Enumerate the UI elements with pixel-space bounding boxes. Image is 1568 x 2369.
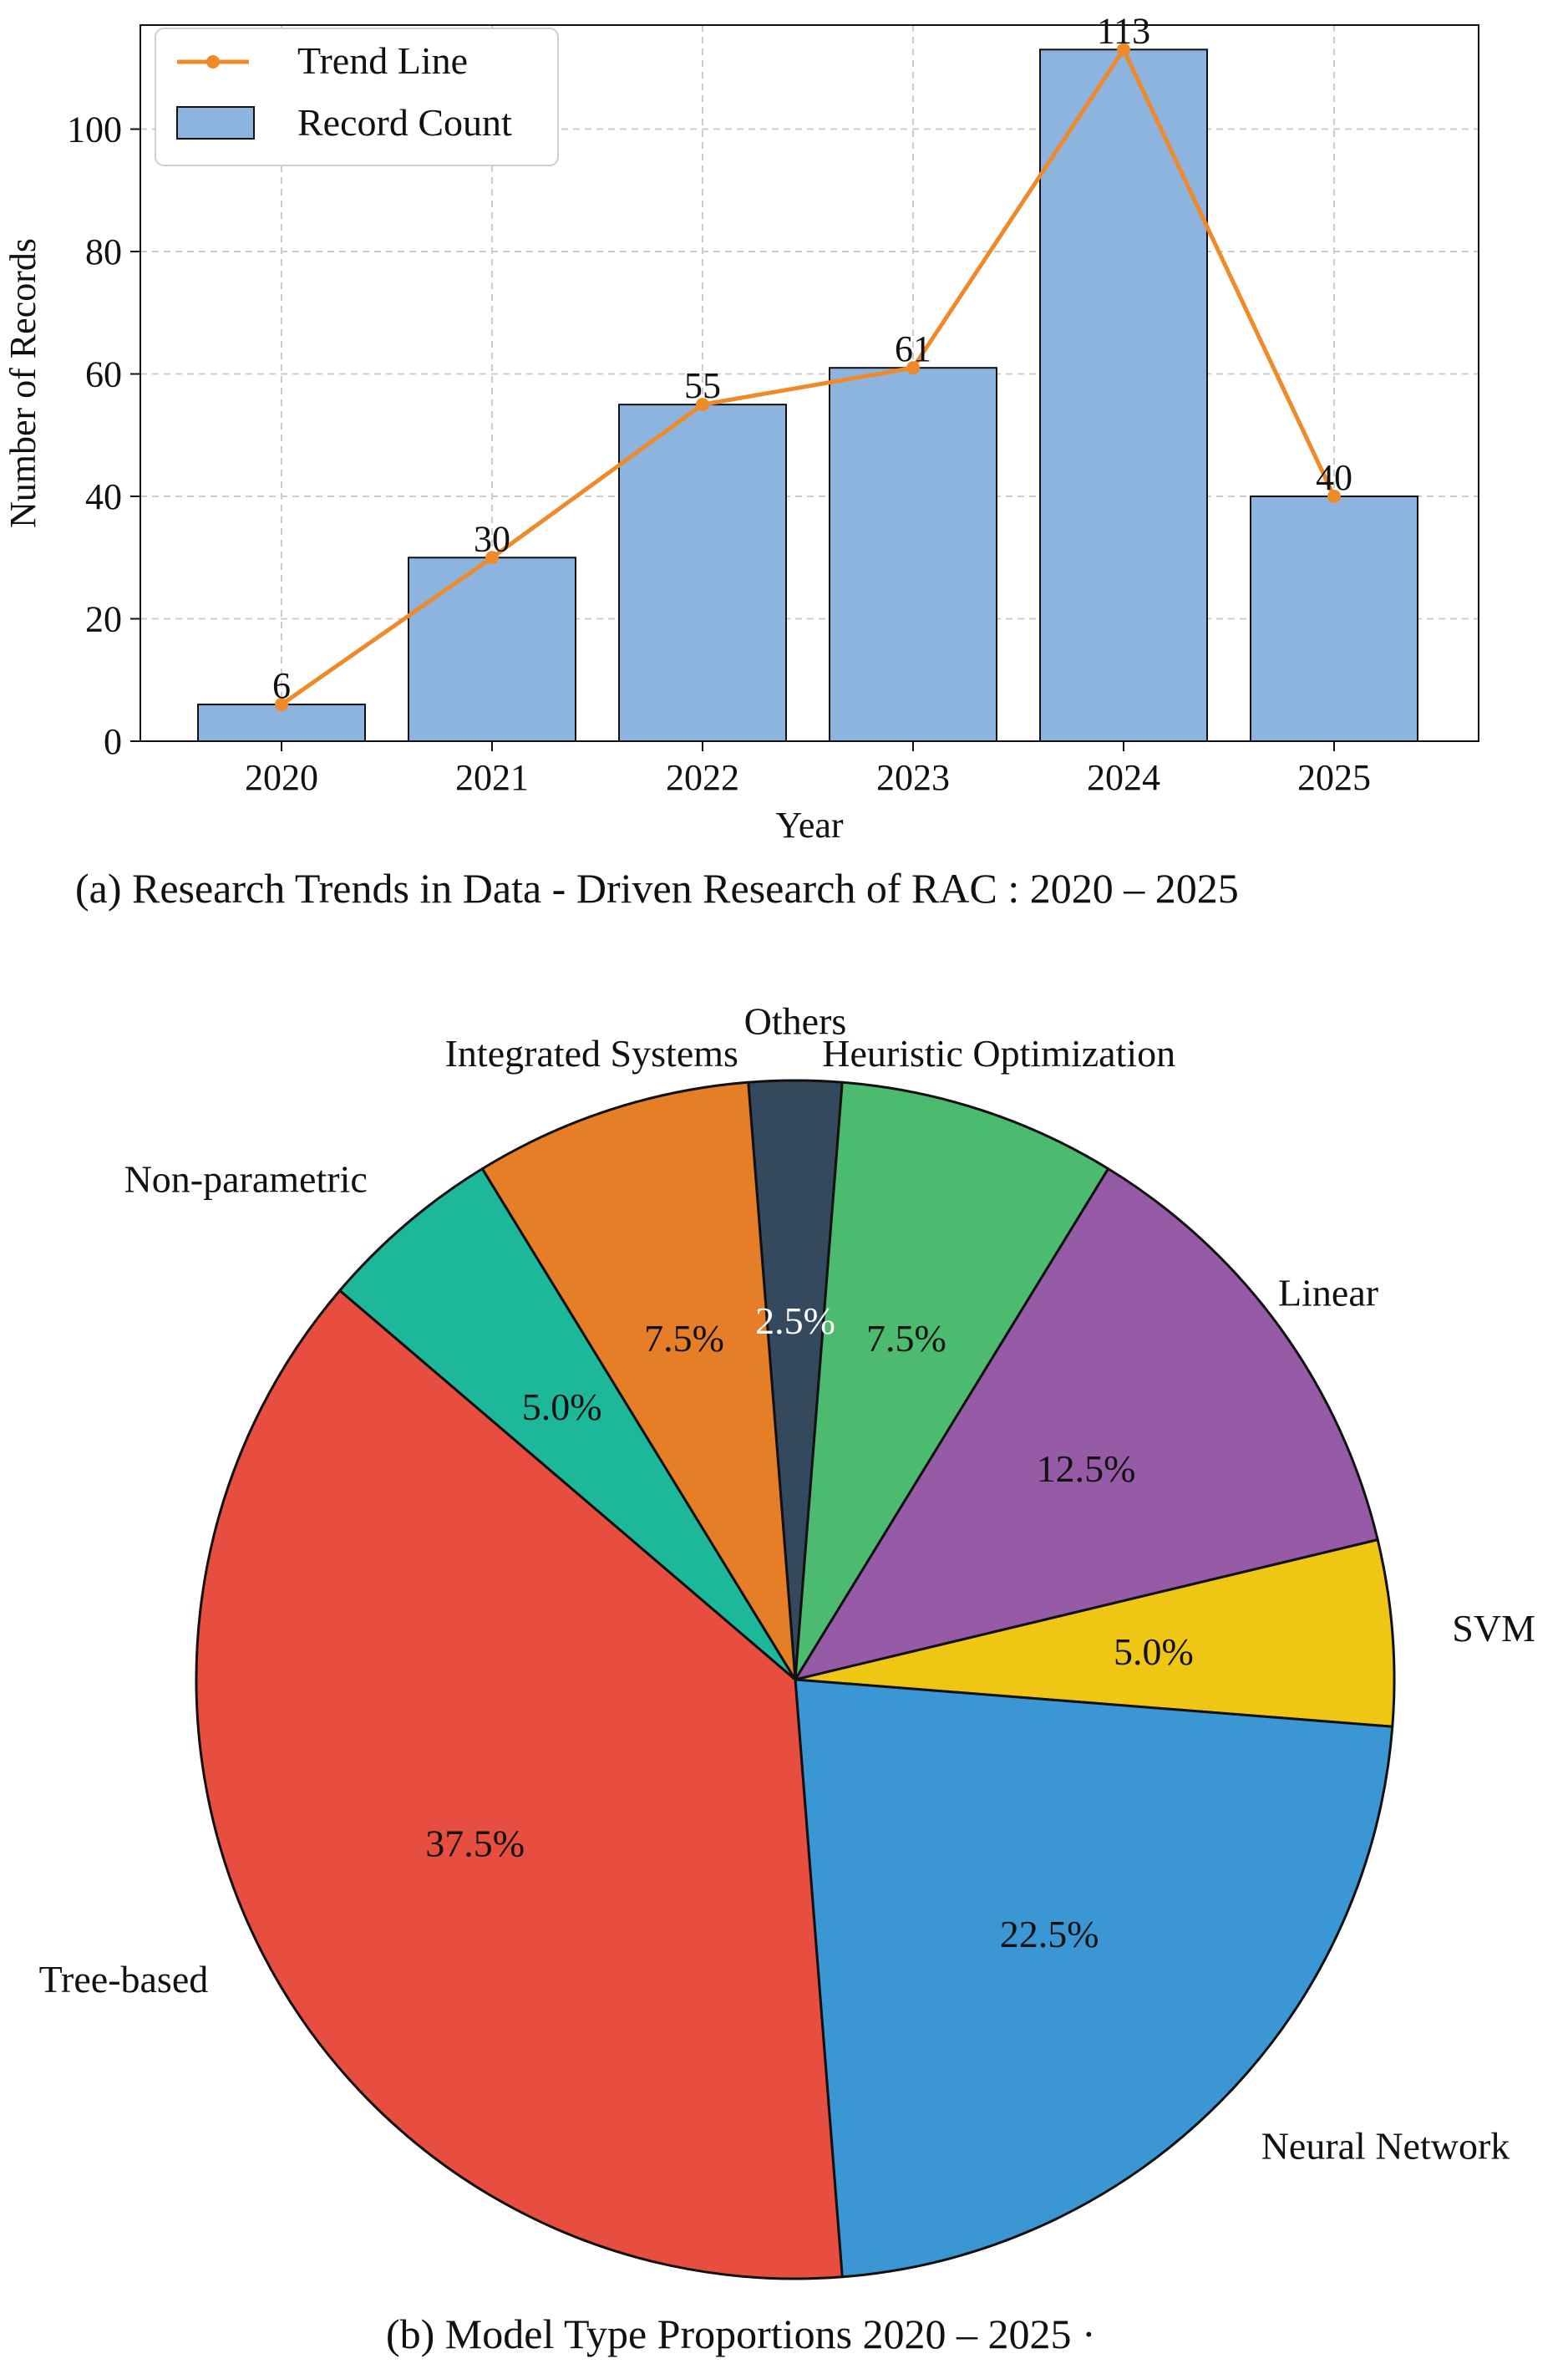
y-tick-label: 80: [85, 231, 122, 272]
trend-point-2024: [1117, 43, 1130, 57]
x-axis-ticks: 2020 2021 2022 2023 2024 2025: [245, 741, 1371, 798]
pie-category-label-svm: SVM: [1452, 1607, 1535, 1650]
bar-chart-frame: [140, 24, 1479, 742]
x-tick-label: 2025: [1297, 757, 1371, 798]
bar-2022: [618, 404, 787, 742]
x-tick-label: 2020: [245, 757, 318, 798]
pie-category-label-non-parametric: Non-parametric: [124, 1157, 368, 1200]
pie-slice-neural-network: [794, 1678, 1394, 2279]
y-axis-label: Number of Records: [3, 238, 43, 528]
y-tick-label: 100: [67, 109, 122, 150]
pie-slices: [195, 1079, 1396, 2280]
pie-slice-tree-based: [195, 1289, 844, 2280]
y-tick-label: 20: [85, 599, 122, 640]
pie-slice-integrated-systems: [480, 1080, 797, 1681]
pie-slice-heuristic-optimization: [794, 1080, 1110, 1681]
pie-pct-label-neural-network: 22.5%: [1000, 1913, 1099, 1955]
pie-chart: 2.5% 7.5% 12.5% 5.0% 22.5% 37.5% 5.0% 7.5% Othe…: [39, 999, 1535, 2357]
pie-category-label-neural-network: Neural Network: [1261, 2125, 1510, 2168]
data-label-2021: 30: [474, 518, 510, 559]
pie-slice-non-parametric: [338, 1167, 797, 1681]
pie-slice-linear: [794, 1167, 1379, 1681]
bar-2024: [1039, 48, 1208, 743]
pie-pct-label-integrated-systems: 7.5%: [644, 1317, 724, 1360]
pie-category-label-linear: Linear: [1278, 1271, 1378, 1314]
y-tick-label: 60: [85, 354, 122, 395]
trend-point-2025: [1327, 490, 1341, 504]
bar-data-labels: 6 30 55 61 113 40: [272, 10, 1352, 706]
pie-category-label-others: Others: [744, 999, 847, 1042]
data-label-2025: 40: [1316, 457, 1352, 498]
bar-2025: [1250, 496, 1418, 742]
pie-pct-label-tree-based: 37.5%: [425, 1822, 525, 1864]
y-axis-ticks: 0 20 40 60 80 100: [67, 109, 140, 762]
trend-point-2021: [485, 551, 499, 565]
caption-a: (a) Research Trends in Data - Driven Res…: [75, 865, 1239, 912]
legend-box: [155, 28, 559, 166]
x-axis-label: Year: [775, 805, 843, 846]
pie-category-label-integrated-systems: Integrated Systems: [445, 1032, 738, 1075]
pie-pct-label-linear: 12.5%: [1037, 1447, 1136, 1490]
x-tick-label: 2024: [1087, 757, 1160, 798]
trend-line-series: [275, 43, 1341, 712]
legend: Trend Line Record Count: [155, 28, 559, 166]
trend-point-2022: [696, 398, 709, 412]
x-tick-label: 2022: [666, 757, 739, 798]
x-tick-label: 2021: [455, 757, 529, 798]
pie-pct-label-svm: 5.0%: [1114, 1630, 1194, 1673]
legend-trend-swatch-marker: [206, 55, 220, 69]
legend-label-trend-line: Trend Line: [297, 39, 468, 82]
x-tick-label: 2023: [876, 757, 950, 798]
legend-label-record-count: Record Count: [297, 101, 512, 144]
y-tick-label: 0: [104, 721, 122, 762]
data-label-2023: 61: [895, 328, 931, 369]
caption-b: (b) Model Type Proportions 2020 – 2025 ·: [386, 2311, 1096, 2357]
pie-pct-label-heuristic-optimization: 7.5%: [866, 1317, 946, 1360]
trend-point-2023: [906, 361, 920, 375]
legend-record-count-swatch: [176, 106, 255, 140]
pie-category-label-heuristic-optimization: Heuristic Optimization: [822, 1032, 1175, 1075]
pie-category-label-tree-based: Tree-based: [39, 1958, 209, 2000]
pie-percentage-labels: 2.5% 7.5% 12.5% 5.0% 22.5% 37.5% 5.0% 7.5%: [425, 1299, 1194, 1955]
data-label-2022: 55: [684, 365, 721, 406]
bar-2023: [829, 367, 997, 742]
bar-2021: [408, 557, 576, 742]
trend-point-2020: [275, 698, 288, 712]
pie-pct-label-others: 2.5%: [755, 1299, 835, 1342]
y-tick-label: 40: [85, 476, 122, 517]
pie-pct-label-non-parametric: 5.0%: [522, 1385, 602, 1428]
data-label-2024: 113: [1097, 10, 1150, 51]
pie-slice-svm: [794, 1538, 1396, 1728]
trend-line: [280, 47, 1337, 707]
data-label-2020: 6: [272, 665, 291, 706]
